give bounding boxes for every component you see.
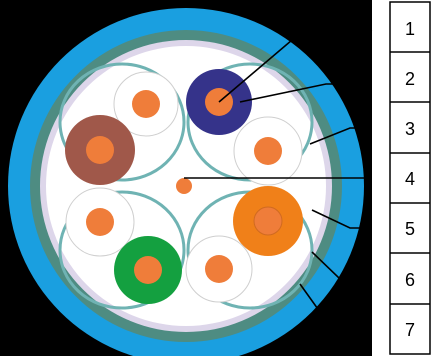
leader-line-7 — [299, 283, 372, 327]
wire-bottom-right-orange — [233, 186, 303, 256]
leader-lines — [184, 29, 373, 327]
wire-bottom-right-white — [185, 235, 253, 303]
legend-number-3: 3 — [405, 119, 415, 139]
wire-conductor — [253, 206, 283, 236]
wire-bottom-left-green — [114, 236, 182, 304]
legend-number-2: 2 — [405, 69, 415, 89]
wire-top-left-white — [113, 71, 179, 137]
legend-number-4: 4 — [405, 169, 415, 189]
wire-top-left-brown — [65, 115, 135, 185]
leader-line-2 — [239, 83, 372, 103]
legend-table-border — [389, 1, 431, 355]
legend-number-1: 1 — [405, 19, 415, 39]
leader-line-6 — [311, 251, 372, 280]
center-ripcord — [176, 178, 192, 194]
separator-lobe-top-left — [58, 62, 186, 182]
wire-conductor — [254, 137, 282, 165]
wire-conductor — [132, 90, 160, 118]
leader-line-1 — [218, 29, 373, 103]
separator-lobe-bottom-left — [58, 190, 186, 310]
leader-line-5 — [311, 209, 372, 229]
wire-bottom-left-white — [65, 187, 135, 257]
wire-conductor — [205, 255, 233, 283]
legend-number-7: 7 — [405, 320, 415, 340]
pair-separator-lobes — [58, 62, 314, 310]
wire-conductor — [134, 256, 162, 284]
wire-conductor — [86, 208, 114, 236]
wire-top-right-white — [233, 116, 303, 186]
legend-table: 1 2 3 4 5 6 7 — [389, 1, 431, 355]
leader-line-3 — [309, 127, 372, 145]
legend-number-6: 6 — [405, 270, 415, 290]
wire-conductor — [86, 136, 114, 164]
legend-number-5: 5 — [405, 219, 415, 239]
cable — [8, 8, 364, 356]
